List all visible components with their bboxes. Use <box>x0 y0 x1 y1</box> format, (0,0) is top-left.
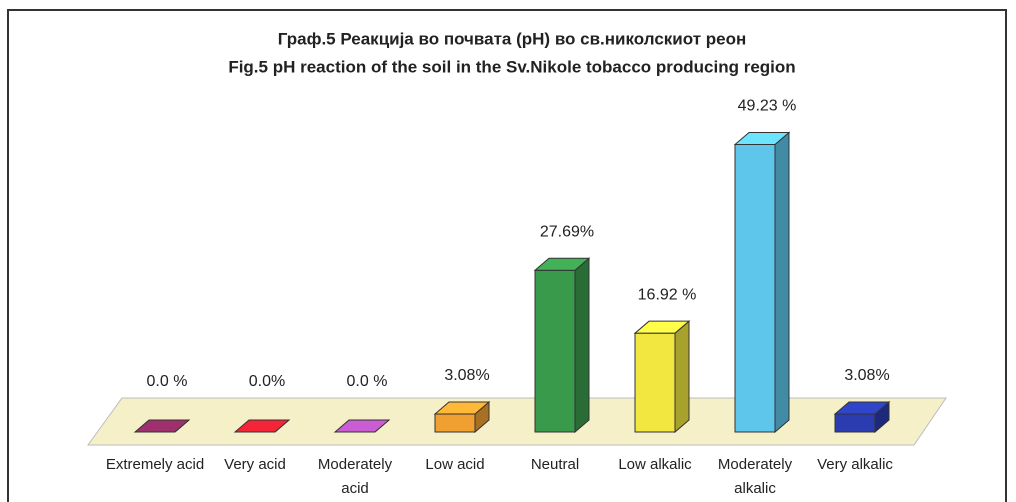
value-label: 49.23 % <box>738 98 797 115</box>
bar-front <box>534 269 576 433</box>
chart-subtitle: Fig.5 pH reaction of the soil in the Sv.… <box>228 57 795 76</box>
bar-front <box>834 413 876 433</box>
bar-top <box>133 419 191 433</box>
chart-title: Граф.5 Реакција во почвата (pH) во св.ни… <box>278 29 746 48</box>
x-tick-label: Low acid <box>425 456 485 473</box>
bar-front <box>434 413 476 433</box>
bar-top <box>733 131 791 145</box>
bar-side <box>574 257 590 434</box>
bar-front <box>634 332 676 433</box>
x-tick-label: Very acid <box>224 456 286 473</box>
bar <box>133 419 191 433</box>
bar <box>633 320 691 434</box>
x-tick-label: Moderately acid <box>317 456 393 497</box>
value-label: 27.69% <box>540 224 594 241</box>
value-label: 0.0 % <box>347 373 388 390</box>
bar <box>533 257 591 434</box>
x-tick-label: Neutral <box>530 456 580 473</box>
bar <box>333 419 391 433</box>
bar-top <box>533 257 591 271</box>
bar-top <box>333 419 391 433</box>
value-label: 3.08% <box>844 367 889 384</box>
x-tick-label: Low alkalic <box>618 456 692 473</box>
value-label: 0.0% <box>249 373 285 390</box>
bar-side <box>774 131 790 434</box>
bar-front <box>734 143 776 433</box>
value-label: 0.0 % <box>147 373 188 390</box>
x-tick-label: Extremely acid <box>105 456 205 473</box>
bar-top <box>633 320 691 334</box>
bar <box>433 400 491 434</box>
floor <box>87 397 947 446</box>
bar <box>233 419 291 433</box>
bar <box>733 131 791 434</box>
x-tick-label: Very alkalic <box>817 456 893 473</box>
x-tick-label: Moderately alkalic <box>717 456 793 497</box>
bar-top <box>833 401 891 415</box>
bar-side <box>674 320 690 434</box>
bar-top <box>233 419 291 433</box>
bar <box>833 400 891 434</box>
value-label: 16.92 % <box>638 286 697 303</box>
bar-top <box>433 401 491 415</box>
value-label: 3.08% <box>444 367 489 384</box>
